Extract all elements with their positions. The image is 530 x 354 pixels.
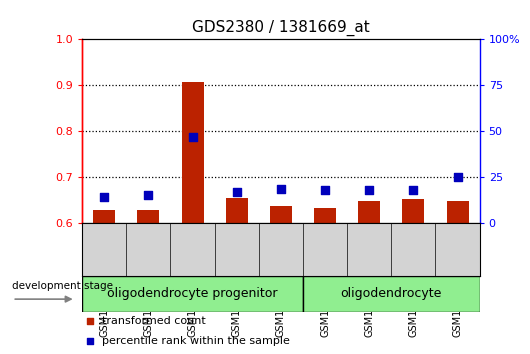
Bar bbox=[402, 199, 425, 223]
Point bbox=[188, 134, 197, 140]
Point bbox=[277, 185, 285, 191]
Point bbox=[321, 187, 329, 193]
Bar bbox=[446, 201, 469, 223]
Bar bbox=[181, 82, 204, 223]
FancyBboxPatch shape bbox=[303, 276, 480, 312]
Point bbox=[144, 193, 153, 198]
Text: oligodendrocyte: oligodendrocyte bbox=[341, 287, 442, 300]
Point bbox=[409, 187, 418, 193]
Text: percentile rank within the sample: percentile rank within the sample bbox=[102, 336, 290, 346]
FancyBboxPatch shape bbox=[82, 276, 303, 312]
Point bbox=[365, 188, 374, 193]
Bar bbox=[226, 198, 248, 223]
Point bbox=[100, 194, 109, 200]
Bar bbox=[358, 201, 380, 223]
Text: oligodendrocyte progenitor: oligodendrocyte progenitor bbox=[107, 287, 278, 300]
Bar bbox=[270, 206, 292, 223]
Point bbox=[349, 63, 357, 68]
Point bbox=[453, 174, 462, 180]
Bar bbox=[93, 210, 116, 223]
Point bbox=[233, 189, 241, 195]
Text: transformed count: transformed count bbox=[102, 316, 206, 326]
Bar bbox=[314, 208, 336, 223]
Point bbox=[349, 240, 357, 245]
Title: GDS2380 / 1381669_at: GDS2380 / 1381669_at bbox=[192, 20, 370, 36]
Bar bbox=[137, 210, 160, 223]
Text: development stage: development stage bbox=[12, 281, 113, 291]
